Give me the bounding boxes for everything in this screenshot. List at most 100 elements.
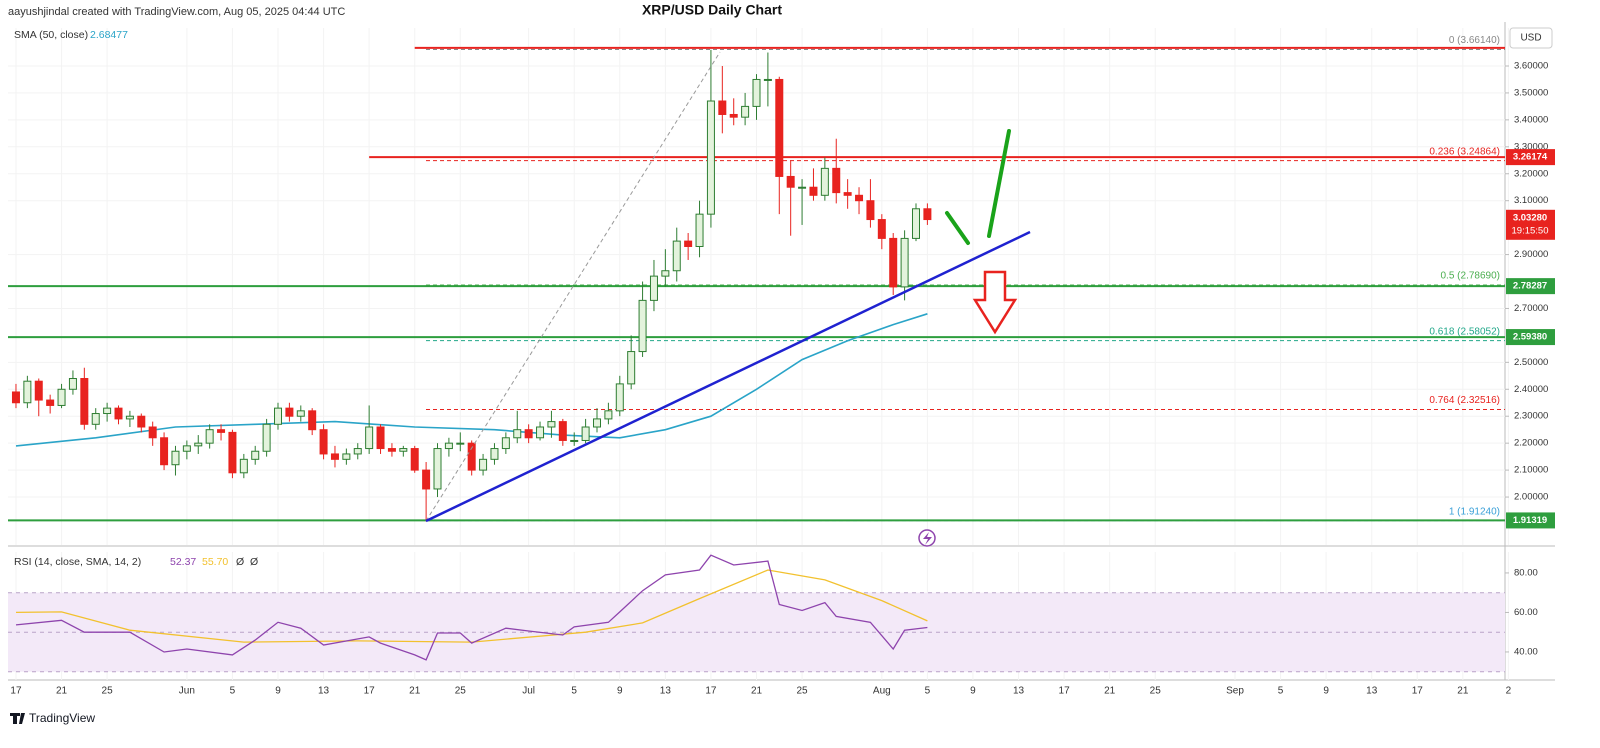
y-tick-label: 2.50000 [1514,357,1548,368]
trend-line [425,230,1031,523]
x-tick-label: 17 [1059,686,1071,697]
x-tick-label: 25 [102,686,114,697]
candle-body [501,437,510,450]
fib-label: 0.764 (2.32516) [1429,395,1500,406]
candle-body [877,219,886,239]
candle-body [34,380,43,401]
candle-body [23,380,32,404]
rsi-legend-extra: Ø [250,556,258,568]
price-tag [1506,278,1555,295]
candle-body [536,426,545,439]
currency-box[interactable] [1509,27,1553,49]
candle-body [456,442,465,445]
candle-body [387,448,396,452]
candle-body [228,431,237,474]
candle-body [695,213,704,247]
fib-label: 0 (3.66140) [1449,35,1500,46]
candle-body [513,429,522,439]
candle-body [160,437,169,466]
x-tick-label: 5 [1278,686,1284,697]
candle-body [661,270,670,277]
candle-body [308,410,317,431]
x-tick-label: 2 [1506,686,1512,697]
x-tick-label: 25 [1150,686,1162,697]
x-tick-label: 21 [56,686,68,697]
fib-diagonal [425,51,721,522]
x-tick-label: 9 [617,686,623,697]
candle-body [262,423,271,452]
price-tag-label: 1.91319 [1513,515,1547,526]
candle-body [923,208,932,221]
price-tag [1506,512,1555,529]
y-tick-label: 3.40000 [1514,114,1548,125]
candle-body [137,415,146,428]
rsi-legend-extra: Ø [236,556,244,568]
candle-body [11,391,20,404]
currency: USD [1520,33,1541,44]
candle-body [672,240,681,272]
candle-body [57,388,66,406]
y-tick-label: 2.20000 [1514,438,1548,449]
candle-body [46,399,55,406]
last-price-label: 3.03280 [1513,212,1547,223]
attribution: aayushjindal created with TradingView.co… [8,6,345,18]
x-tick-label: Sep [1226,686,1244,697]
y-tick-label: 2.30000 [1514,411,1548,422]
candle-body [889,237,898,288]
plot: 17 21 25 Jun 5 9 13 17 21 25 Jul 5 9 13 17 21 25 Aug 5 9 13 1… [8,28,1555,697]
candle-body [627,351,636,385]
down-arrow [972,270,1018,335]
x-tick-label: 21 [1104,686,1116,697]
x-tick-label: 5 [571,686,577,697]
candle-body [649,275,658,301]
candle-body [353,448,362,455]
green-stroke [945,211,970,245]
candle-body [376,426,385,450]
candle-body [205,429,214,444]
candle-body [900,237,909,288]
candle-body [558,421,567,441]
x-tick-label: 13 [1013,686,1025,697]
candle-body [182,445,191,452]
brand-logo [10,713,25,724]
candle-body [832,167,841,194]
candle-body [410,448,419,471]
candle-body [786,175,795,188]
fib-label: 0.5 (2.78690) [1441,271,1501,282]
candle-body [399,448,408,452]
x-tick-label: 17 [1412,686,1424,697]
candle-body [911,208,920,239]
x-tick-label: 5 [925,686,931,697]
rsi-tick-label: 80.00 [1514,567,1538,578]
candle-body [843,192,852,196]
chart-title: XRP/USD Daily Chart [642,2,782,18]
fib-label: 0.618 (2.58052) [1429,326,1500,337]
price-tag-label: 3.26174 [1513,152,1548,163]
candle-body [80,378,89,425]
x-tick-label: 13 [1366,686,1378,697]
price-tag-label: 2.59380 [1513,332,1547,343]
x-tick-label: Jul [522,686,535,697]
candle-body [615,383,624,412]
candle-body [593,418,602,428]
candle-body [684,240,693,247]
fib-label: 0.236 (3.24864) [1429,146,1500,157]
candle-body [570,439,579,442]
candle-body [319,429,328,455]
candle-body [274,407,283,425]
fib-label: 1 (1.91240) [1449,506,1500,517]
rsi-legend-value: 52.37 [170,556,196,568]
candle-body [855,194,864,202]
rsi-tick-label: 60.00 [1514,607,1538,618]
candle-body [763,78,772,81]
x-tick-label: 9 [1323,686,1329,697]
candle-body [467,442,476,471]
candle-body [775,78,784,177]
last-price-tag [1506,209,1555,240]
rsi-tick-label: 40.00 [1514,646,1538,657]
candle-body [68,378,77,390]
candle-body [604,410,613,420]
y-tick-label: 3.10000 [1514,195,1548,206]
